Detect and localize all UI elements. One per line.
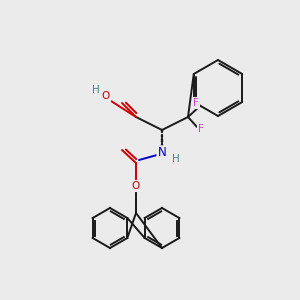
Text: F: F bbox=[193, 98, 199, 108]
Text: O: O bbox=[132, 181, 140, 191]
Text: N: N bbox=[158, 146, 166, 160]
Text: H: H bbox=[172, 154, 180, 164]
Text: H: H bbox=[92, 85, 100, 95]
Text: F: F bbox=[198, 124, 204, 134]
Text: O: O bbox=[102, 91, 110, 101]
